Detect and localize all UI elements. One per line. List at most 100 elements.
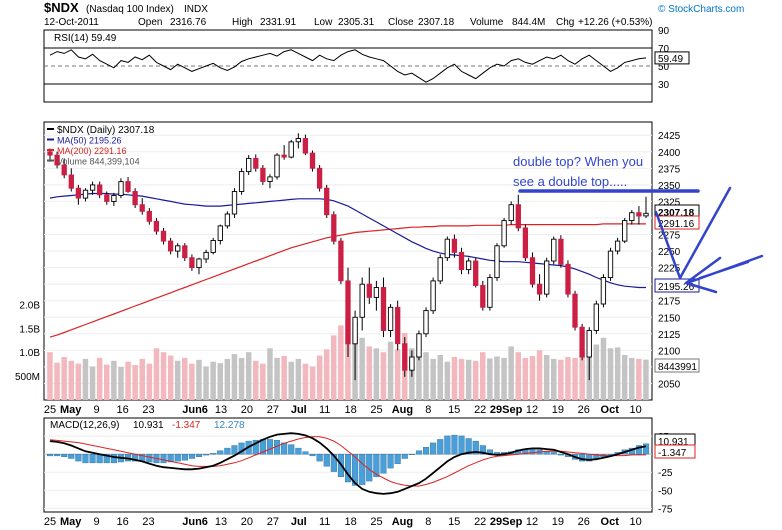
price-tick-label: 2100 <box>658 346 681 357</box>
candle <box>288 139 294 159</box>
ma200-line <box>49 223 646 338</box>
candle <box>465 257 472 275</box>
date-label: 26 <box>578 516 590 528</box>
macd-histogram-bar <box>345 454 352 483</box>
volume-bar <box>153 348 160 400</box>
rsi-value-label: 59.49 <box>658 54 683 65</box>
macd-histogram-bar <box>75 454 82 462</box>
rsi-value-tag <box>654 51 690 65</box>
macd-value-label: 10.931 <box>658 437 689 448</box>
volume-bar <box>316 355 323 400</box>
volume-bar <box>437 355 443 400</box>
volume-bar <box>480 352 486 400</box>
annotation-line-2: see a double top..... <box>513 174 627 189</box>
candle <box>586 327 592 381</box>
macd-histogram-bar <box>387 454 394 469</box>
macd-histogram-bar <box>359 454 366 485</box>
macd-histogram-bar <box>323 454 330 467</box>
volume-bar <box>203 366 209 400</box>
volume-bar <box>338 325 344 400</box>
candle <box>54 151 60 169</box>
macd-histogram-bar <box>89 454 96 464</box>
legend-entry: MA(200) 2291.16 <box>57 146 127 156</box>
volume-bar <box>288 361 294 400</box>
volume-bar <box>210 361 216 400</box>
macd-histogram-bar <box>423 447 430 455</box>
volume-bar <box>47 352 53 400</box>
date-label: May <box>60 516 82 528</box>
volume-bar <box>174 360 181 400</box>
volume-bar <box>394 349 401 400</box>
volume-bar <box>132 365 138 400</box>
legend-entry: MA(50) 2195.26 <box>57 136 122 146</box>
exchange: INDX <box>184 4 208 15</box>
macd-histogram-bar <box>224 447 231 455</box>
macd-histogram-bar <box>465 438 472 455</box>
macd-histogram-bar <box>366 454 373 482</box>
date-label: 22 <box>474 516 486 528</box>
hand-drawn-markup <box>518 186 764 294</box>
candle <box>267 174 273 189</box>
volume-bar <box>75 363 82 400</box>
macd-histogram-bar <box>82 454 89 464</box>
date-label: 27 <box>267 516 279 528</box>
volume-bar <box>565 357 571 400</box>
macd-histogram-bar <box>203 454 210 456</box>
candle <box>572 290 578 331</box>
macd-panel: 250-25-50-75 MACD(12,26,9) 10.931 -1.347… <box>43 417 696 515</box>
volume-bar <box>111 360 117 400</box>
candle <box>451 234 458 258</box>
legend-swatch <box>47 149 54 151</box>
candle <box>416 330 422 361</box>
candle <box>515 194 521 232</box>
volume-bar <box>472 360 479 400</box>
macd-histogram-bar <box>188 454 196 459</box>
date-label: 12 <box>526 404 538 416</box>
volume-tick-label: 1.5B <box>19 324 40 335</box>
date-label: 25 <box>370 516 382 528</box>
date-label: Oct <box>601 404 620 416</box>
volume-bar <box>572 357 578 400</box>
macd-histogram-bar <box>550 452 557 455</box>
volume-bar <box>465 359 472 400</box>
date-label: 10 <box>629 404 641 416</box>
legend-entry: Volume 844,399,104 <box>57 157 140 167</box>
date-label: 15 <box>448 404 460 416</box>
macd-histogram-bar <box>415 450 423 455</box>
macd-line <box>49 432 647 495</box>
volume-bar <box>146 363 153 400</box>
date-label: 25 <box>370 404 382 416</box>
volume-bar <box>366 346 372 400</box>
price-tick-label: 2125 <box>658 330 681 341</box>
macd-histogram-bar <box>479 445 486 455</box>
macd-histogram-bar <box>408 454 415 455</box>
volume-bar <box>558 359 564 400</box>
candle <box>558 235 564 268</box>
macd-histogram-bar <box>146 454 153 463</box>
date-label: Aug <box>392 516 413 528</box>
macd-histogram-bar <box>330 454 337 472</box>
candle <box>118 178 124 199</box>
candle <box>380 277 387 338</box>
symbol: $NDX <box>44 0 79 15</box>
date-label: Jul <box>291 516 307 528</box>
candle <box>82 188 89 202</box>
volume-bar <box>529 356 536 400</box>
candle <box>395 300 401 351</box>
date-label: May <box>60 404 82 416</box>
price-tick-label: 2150 <box>658 313 681 324</box>
volume-label: Volume <box>470 17 504 28</box>
candle <box>473 257 479 288</box>
macd-histogram-bar <box>167 454 174 463</box>
candle <box>61 158 67 179</box>
volume-tick-label: 500M <box>15 372 40 383</box>
macd-histogram-bar <box>110 454 117 464</box>
candle <box>68 168 74 192</box>
index-name: (Nasdaq 100 Index) <box>86 4 174 15</box>
volume-bar <box>593 344 600 400</box>
open-value: 2316.76 <box>170 17 207 28</box>
macd-histogram-bar <box>210 453 217 455</box>
volume-bar <box>579 351 585 400</box>
macd-value-tag <box>654 444 696 459</box>
volume-bar <box>189 363 195 400</box>
